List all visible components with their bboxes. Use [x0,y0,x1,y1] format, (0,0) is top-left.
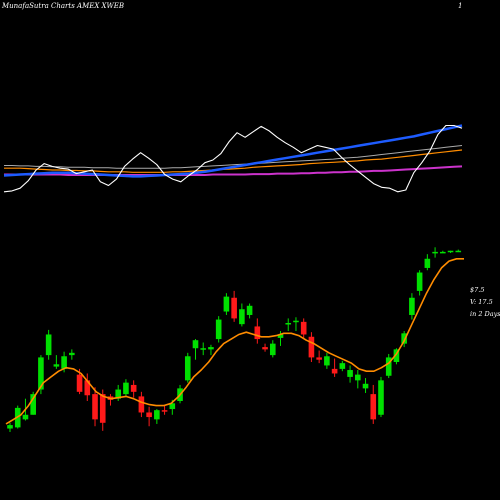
period-label: in 2 Days [470,310,500,318]
candle-body-54 [424,258,431,268]
volume-label: V: 17.5 [470,298,493,306]
indicator-ma-gray-line [4,145,463,169]
candle-body-23 [184,356,191,381]
candle-body-7 [61,356,67,369]
candle-body-9 [76,374,83,392]
candle-body-40 [316,357,322,360]
candle-body-5 [45,334,52,356]
candle-body-18 [146,412,152,418]
candle-body-35 [277,334,284,338]
candle-body-47 [370,394,377,420]
candle-body-4 [38,357,44,390]
site-name: MunafaSutra [2,2,49,10]
candle-body-58 [455,250,462,253]
candle-body-50 [393,349,400,362]
candle-body-12 [99,394,106,423]
indicator-white-line [3,124,463,193]
indicator-ma-orange-line [4,149,463,173]
candle-body-21 [169,403,176,410]
candle-body-48 [378,380,384,415]
candle-body-46 [362,383,369,389]
candle-body-14 [115,389,122,399]
indicator-ma-blue-line [3,124,463,178]
candle-body-11 [92,394,98,420]
candle-body-15 [123,382,129,395]
candle-body-33 [262,347,268,350]
candle-body-0 [7,425,13,429]
candle-body-36 [285,323,292,325]
candle-body-10 [84,380,91,396]
candle-body-31 [246,305,253,315]
candle-body-17 [138,396,145,413]
candle-body-16 [130,384,137,392]
candle-body-25 [200,348,207,350]
candle-body-52 [409,297,415,315]
candle-body-6 [53,364,60,367]
candle-body-45 [354,374,361,381]
candle-body-32 [254,326,261,340]
indicator-ma-magenta-line [4,165,463,176]
candle-body-20 [161,410,168,412]
candle-body-41 [324,356,330,366]
chart-caption: Charts AMEX XWEB [51,2,124,10]
candle-body-53 [416,272,423,291]
candle-body-44 [347,370,353,377]
candle-body-57 [447,250,454,253]
candle-body-24 [192,340,199,349]
candle-body-19 [154,410,160,420]
candle-body-56 [440,251,446,254]
candle-body-27 [215,319,222,340]
candle-body-2 [22,414,29,420]
candle-body-8 [69,352,75,356]
candle-body-55 [432,251,438,254]
candle-body-51 [401,333,407,344]
candle-body-26 [208,347,214,350]
ema-line [5,257,464,425]
candle-body-28 [223,296,230,312]
candle-body-29 [231,297,237,319]
candle-body-49 [385,357,392,376]
header-right-mark: 1 [458,2,463,10]
header-caption: MunafaSutra Charts AMEX XWEB [2,2,124,10]
candle-body-37 [293,320,299,323]
candle-body-39 [308,336,315,358]
candle-body-42 [331,368,338,374]
candle-body-43 [339,363,346,369]
candle-body-38 [300,321,307,335]
candle-body-3 [30,394,36,415]
candle-body-34 [269,343,276,356]
price-label: $7.5 [470,286,485,294]
candle-body-30 [239,309,245,325]
